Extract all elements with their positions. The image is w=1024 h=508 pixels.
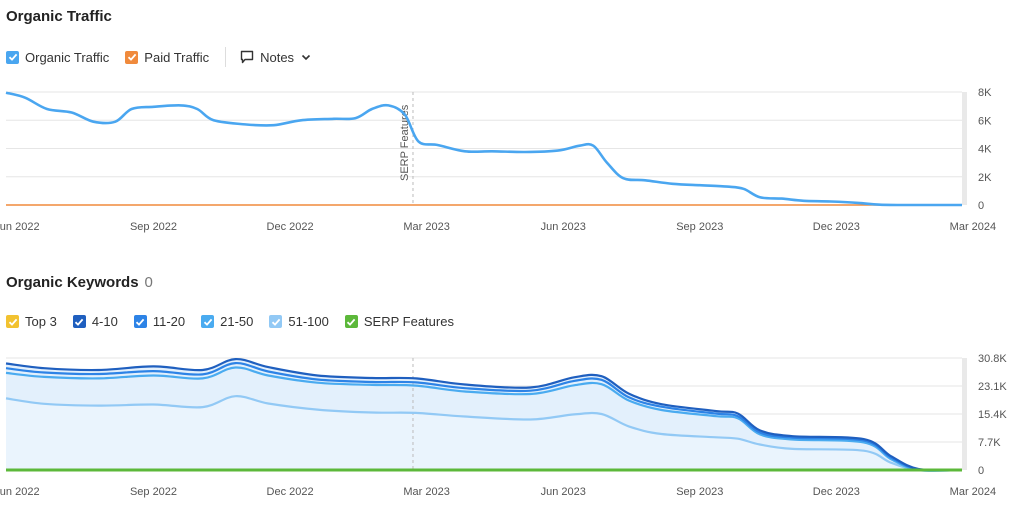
legend-11-20[interactable]: 11-20: [133, 314, 186, 329]
x-tick-label: Mar 2024: [950, 486, 996, 498]
organic-keywords-legend: Top 3 4-10 11-20 21-50 51-100 SERP Featu…: [6, 314, 470, 329]
organic-traffic-title-text: Organic Traffic: [6, 8, 112, 25]
y-tick-label: 2K: [978, 172, 992, 184]
legend-label: SERP Features: [363, 314, 454, 329]
legend-label: 11-20: [152, 314, 186, 329]
y-tick-label: 4K: [978, 144, 992, 156]
checkbox-icon[interactable]: [6, 50, 19, 64]
x-tick-label: Jun 2023: [541, 221, 586, 233]
legend-label: Paid Traffic: [144, 49, 210, 65]
x-tick-label: Sep 2022: [130, 221, 177, 233]
organic-keywords-count: 0: [144, 274, 153, 291]
x-tick-label: Dec 2023: [813, 221, 860, 233]
annotation-label: SERP Features: [399, 104, 411, 181]
y-tick-label: 0: [978, 200, 984, 212]
x-tick-label: Dec 2022: [267, 221, 314, 233]
x-tick-label: Dec 2022: [267, 486, 314, 498]
legend-label: Top 3: [25, 314, 57, 329]
x-tick-label: Mar 2023: [403, 486, 449, 498]
y-tick-label: 6K: [978, 115, 992, 127]
checkbox-icon[interactable]: [201, 315, 215, 328]
organic-traffic-svg: 8K 6K 4K 2K 0 Jun 2022 Sep 2022 Dec 2022 Mar 202…: [0, 87, 996, 233]
right-axis-bar: [962, 358, 967, 470]
x-tick-label: Mar 2024: [950, 221, 996, 233]
organic-traffic-chart: 8K 6K 4K 2K 0 Jun 2022 Sep 2022 Dec 2022 Mar 202…: [0, 80, 1024, 240]
x-tick-label: Jun 2022: [0, 486, 40, 498]
x-tick-label: Jun 2023: [541, 486, 586, 498]
legend-paid-traffic[interactable]: Paid Traffic: [125, 50, 209, 65]
checkbox-icon[interactable]: [269, 315, 283, 328]
organic-keywords-svg: 30.8K 23.1K 15.4K 7.7K 0 Jun 2022 Sep 2022 Dec …: [0, 353, 1007, 498]
series-line-4-10: [5, 357, 963, 472]
organic-traffic-legend: Organic Traffic Paid Traffic Notes: [6, 47, 318, 67]
legend-21-50[interactable]: 21-50: [201, 314, 253, 329]
keywords-area-fill-inner: [6, 396, 962, 471]
series-line-organic-traffic: [5, 91, 962, 207]
y-tick-label: 23.1K: [978, 381, 1007, 393]
legend-divider: [225, 47, 227, 67]
organic-keywords-chart: 30.8K 23.1K 15.4K 7.7K 0 Jun 2022 Sep 2022 Dec …: [0, 346, 1024, 508]
notes-label: Notes: [260, 49, 295, 65]
legend-label: 51-100: [288, 314, 329, 329]
series-line-21-50: [5, 366, 963, 472]
checkbox-icon[interactable]: [72, 315, 86, 328]
y-tick-label: 7.7K: [978, 437, 1001, 449]
legend-label: 4-10: [91, 314, 118, 329]
right-axis-bar: [962, 92, 967, 205]
checkbox-icon[interactable]: [125, 50, 139, 64]
legend-label: Organic Traffic: [25, 49, 110, 65]
checkbox-icon[interactable]: [6, 315, 19, 328]
series-line-51-100: [5, 395, 963, 472]
x-tick-label: Sep 2023: [676, 221, 723, 233]
y-tick-label: 30.8K: [978, 353, 1007, 365]
series-line-11-20: [5, 361, 963, 472]
x-tick-label: Sep 2022: [130, 486, 177, 498]
chevron-down-icon: [301, 54, 311, 61]
checkbox-icon[interactable]: [133, 315, 147, 328]
notes-dropdown[interactable]: Notes: [240, 50, 318, 65]
x-tick-label: Sep 2023: [676, 486, 723, 498]
x-tick-label: Mar 2023: [403, 221, 449, 233]
legend-label: 21-50: [220, 314, 254, 329]
legend-serp-features[interactable]: SERP Features: [344, 314, 454, 329]
y-tick-label: 15.4K: [978, 409, 1007, 421]
checkbox-icon[interactable]: [344, 315, 358, 328]
organic-keywords-title: Organic Keywords 0: [6, 274, 153, 291]
legend-51-100[interactable]: 51-100: [269, 314, 329, 329]
y-tick-label: 8K: [978, 87, 992, 99]
x-tick-label: Jun 2022: [0, 221, 40, 233]
organic-traffic-title: Organic Traffic: [6, 8, 112, 25]
note-icon: [240, 50, 254, 64]
legend-organic-traffic[interactable]: Organic Traffic: [6, 50, 109, 65]
organic-keywords-title-text: Organic Keywords: [6, 274, 139, 291]
x-tick-label: Dec 2023: [813, 486, 860, 498]
legend-top-3[interactable]: Top 3: [6, 314, 57, 329]
legend-4-10[interactable]: 4-10: [72, 314, 118, 329]
grid: [6, 91, 962, 206]
y-tick-label: 0: [978, 465, 984, 477]
